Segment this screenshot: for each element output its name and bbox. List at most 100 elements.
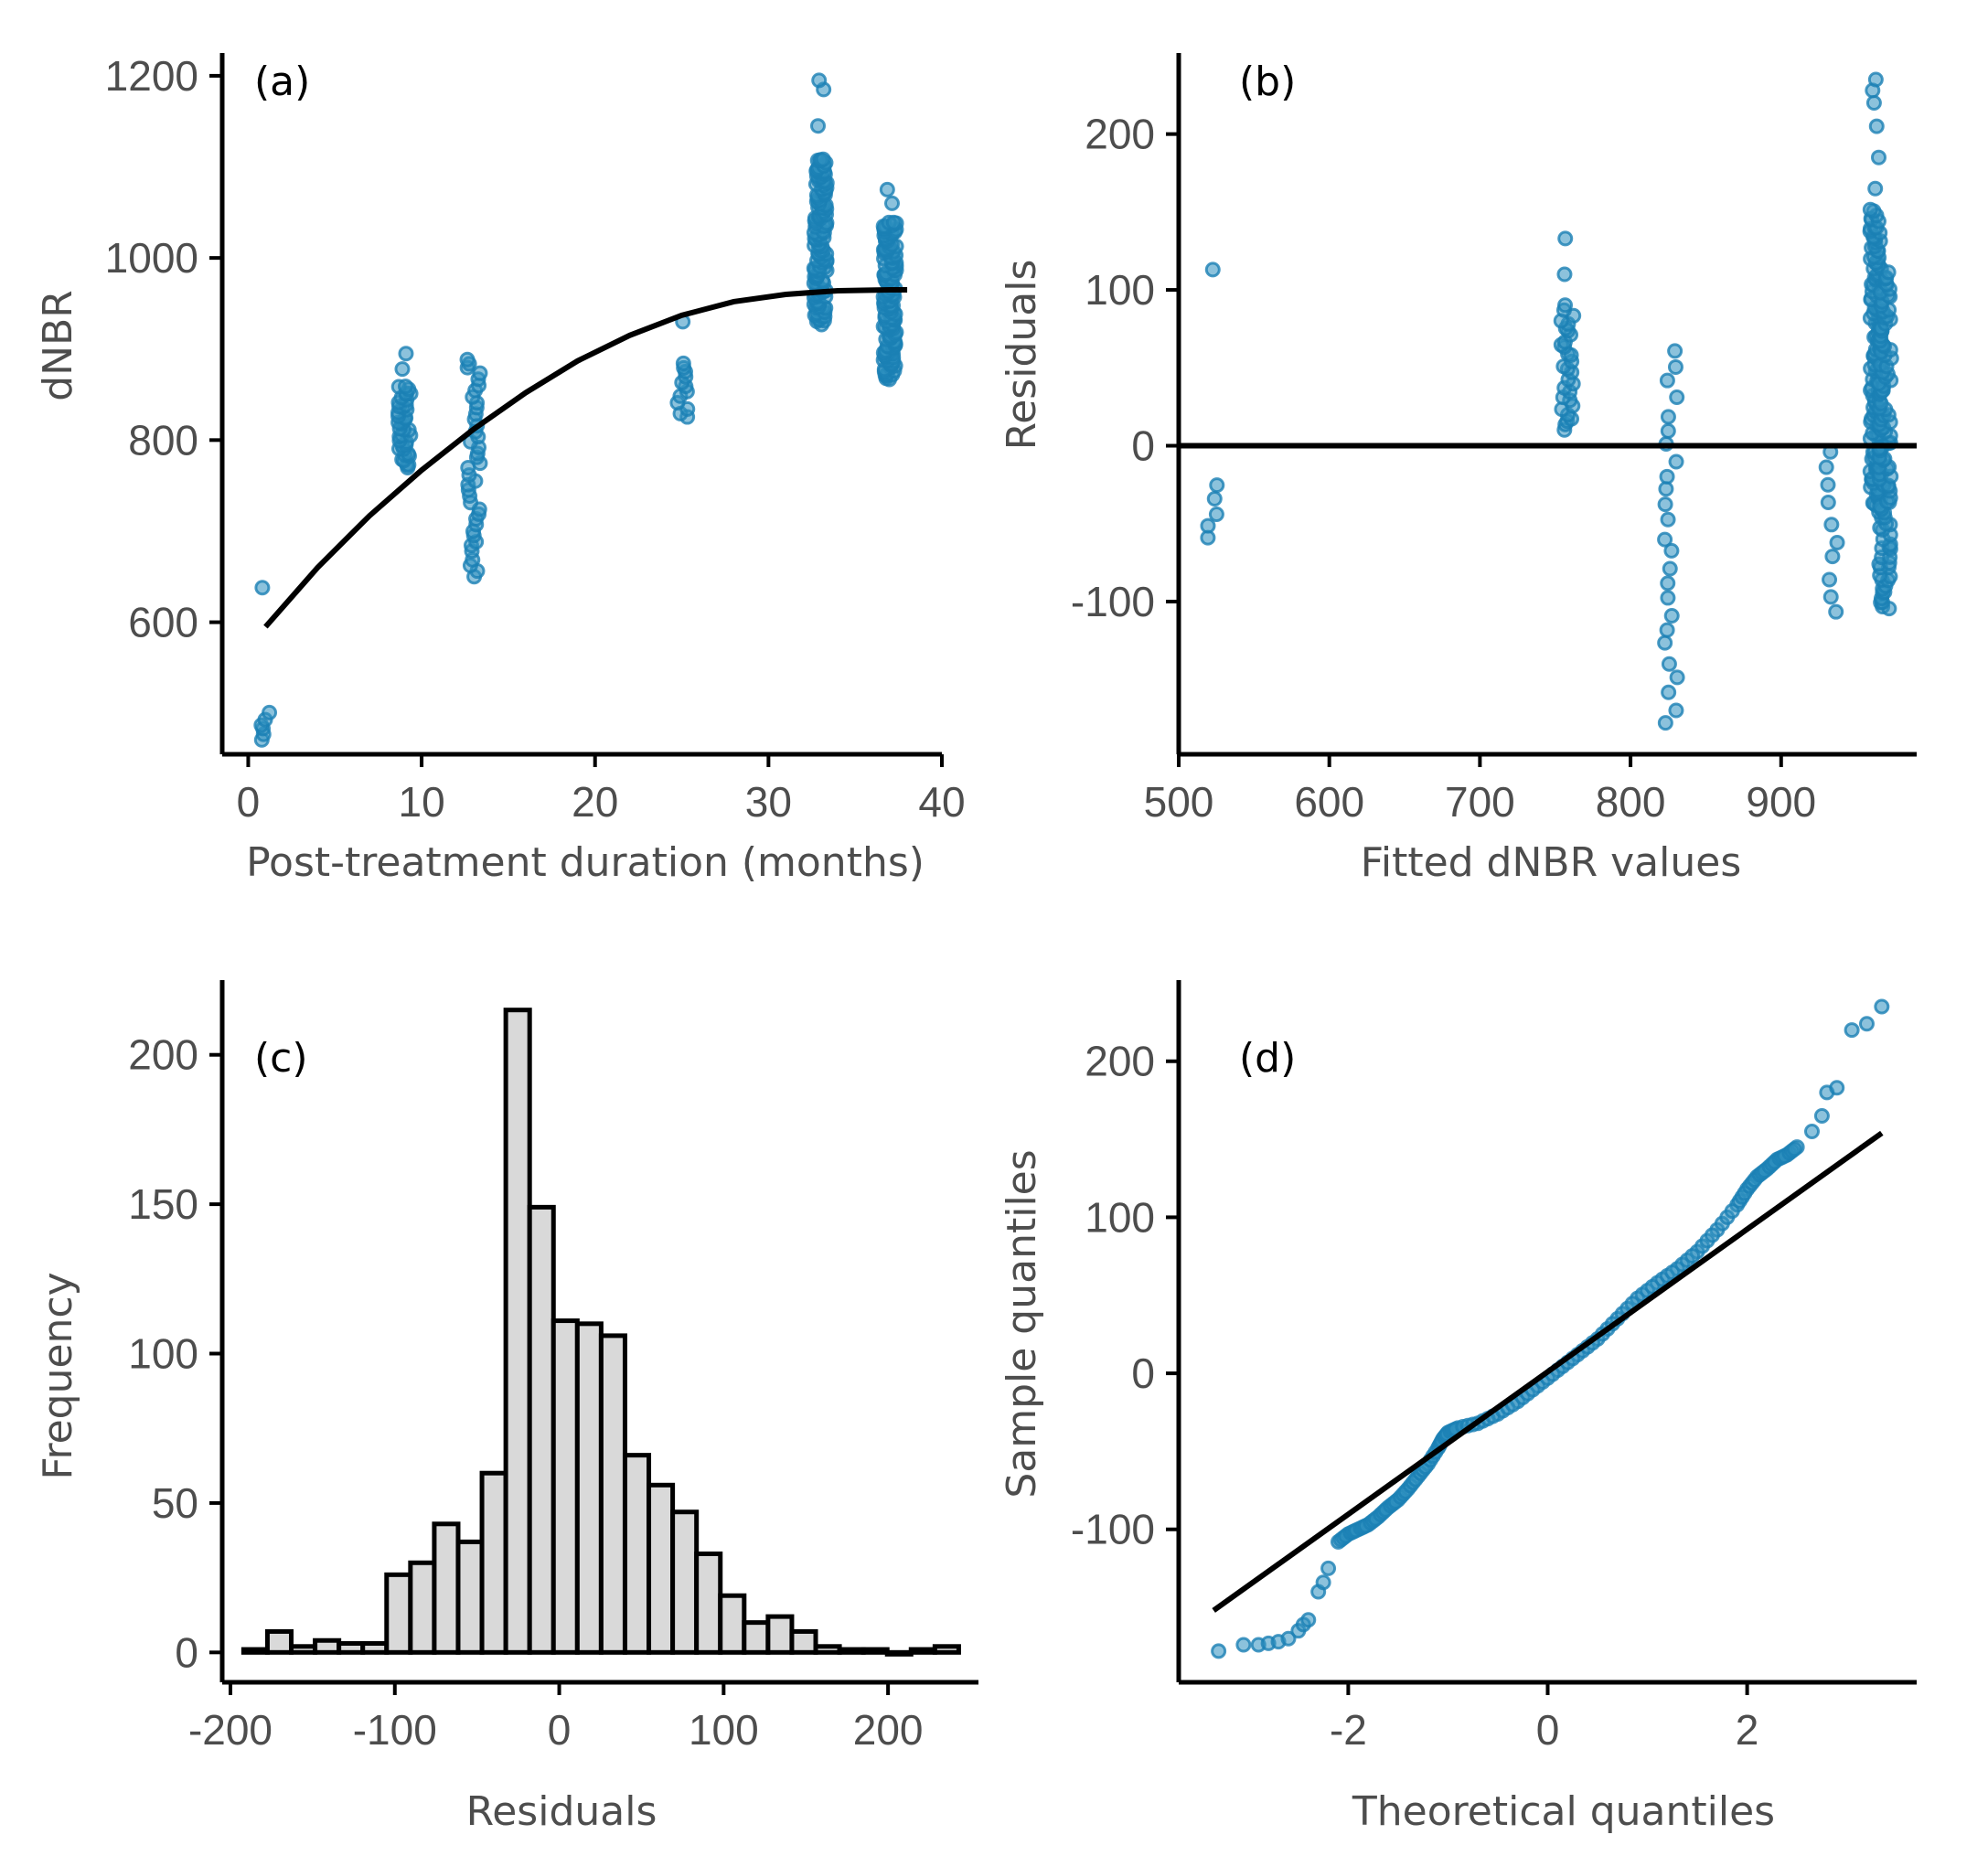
panel-b-x-tick-label: 700 [1445, 778, 1515, 826]
panel-b-data-point [1669, 389, 1685, 406]
panel-c-histogram-bar [765, 1614, 795, 1655]
panel-c-histogram-bar [313, 1637, 342, 1655]
panel-b-x-tick-label: 800 [1596, 778, 1666, 826]
panel-d-qq-point [1320, 1560, 1337, 1576]
panel-b-data-point [1657, 531, 1673, 548]
panel-b-data-point [1667, 358, 1683, 375]
panel-b-data-point [1824, 549, 1841, 565]
panel-d-y-tick-label: -100 [1071, 1506, 1155, 1553]
panel-c-histogram-bar [908, 1647, 937, 1655]
panel-c-histogram-bar [337, 1641, 366, 1655]
panel-d-label: (d) [1239, 1035, 1296, 1082]
panel-d-qq-point [1724, 1203, 1740, 1220]
panel-c-histogram-bar [694, 1551, 723, 1655]
panel-b-data-point [1867, 180, 1884, 197]
panel-d-ylabel: Sample quantiles [999, 1149, 1045, 1498]
panel-d-x-tick-label: -2 [1330, 1706, 1367, 1754]
panel-b-data-point [1663, 542, 1680, 559]
panel-c-y-tick-label: 200 [128, 1031, 198, 1079]
panel-a-data-point [885, 214, 902, 230]
panel-b-data-point [1200, 517, 1216, 534]
panel-c-histogram-bar [384, 1572, 413, 1655]
panel-a-ylabel: dNBR [35, 290, 81, 401]
panel-d-qq-point [1874, 998, 1890, 1015]
panel-a-data-point [815, 151, 831, 167]
panel-c-histogram-bar [598, 1333, 627, 1655]
panel-c-x-tick-label: -200 [188, 1706, 273, 1754]
panel-c-histogram-bar [360, 1641, 390, 1655]
panel-d-xlabel: Theoretical quantiles [1352, 1788, 1775, 1835]
panel-a-x-tick-label: 20 [572, 778, 618, 826]
panel-a-data-point [810, 118, 827, 134]
panel-b-data-point [1658, 481, 1674, 497]
panel-c-y-tick-label: 150 [128, 1180, 198, 1228]
panel-c-y-tick-label: 50 [152, 1479, 198, 1527]
panel-b-data-point [1659, 468, 1675, 485]
panel-a-data-point [398, 346, 414, 362]
panel-a-data-point [262, 704, 278, 720]
panel-c: (c) Residuals Frequency -200 -100 0 100 200 0… [35, 980, 978, 1835]
panel-c-histogram-bar [408, 1560, 437, 1655]
panel-b-data-point [1661, 684, 1677, 700]
panel-a-data-point [884, 195, 901, 211]
panel-c-histogram-bar [789, 1628, 818, 1655]
panel-b-data-point [1557, 230, 1574, 247]
panel-c-histogram-bar [670, 1509, 700, 1655]
panel-b-data-point [1865, 95, 1882, 112]
panel-d: (d) Theoretical quantiles Sample quantil… [999, 980, 1917, 1835]
panel-a-data-point [254, 580, 271, 596]
panel-b-x-tick-label: 500 [1144, 778, 1214, 826]
panel-a-xlabel: Post-treatment duration (months) [246, 839, 925, 886]
panel-d-qq-point [1235, 1637, 1252, 1653]
panel-b-data-point [1557, 297, 1574, 314]
panel-b-data-point [1829, 534, 1845, 550]
panel-b-data-point [1880, 264, 1897, 281]
panel-b-data-point [1823, 517, 1840, 533]
panel-c-histogram-bar [527, 1204, 556, 1655]
panel-d-qq-point [1813, 1107, 1830, 1124]
panel-d-qq-point [1315, 1574, 1331, 1591]
panel-c-histogram-bar [742, 1620, 771, 1655]
panel-a-fit-curve [263, 286, 908, 629]
panel-a-x-tick-label: 40 [918, 778, 965, 826]
panel-b-data-point [1663, 607, 1680, 624]
panel-b-label: (b) [1239, 59, 1296, 105]
panel-b-data-point [1668, 702, 1684, 719]
panel-c-histogram-bar [647, 1482, 676, 1655]
panel-b-data-point [1660, 422, 1676, 439]
panel-c-histogram-bar [264, 1628, 294, 1655]
panel-c-histogram-bar [289, 1644, 318, 1655]
panel-a-data-point [459, 351, 476, 368]
panel-b-data-point [1667, 343, 1683, 359]
panel-a-data-point [394, 361, 411, 378]
panel-c-histogram-bar [574, 1321, 604, 1655]
panel-b-data-point [1659, 372, 1675, 389]
panel-d-qq-point [1786, 1141, 1802, 1157]
panel-c-histogram-bar [884, 1649, 914, 1657]
panel-a-data-point [675, 355, 691, 371]
panel-b-data-point [1862, 201, 1878, 218]
panel-b-data-point [1818, 459, 1834, 475]
panel-d-reference-line [1212, 1130, 1884, 1613]
panel-c-histogram-bar [479, 1470, 508, 1655]
panel-b-data-point [1668, 453, 1684, 470]
panel-d-qq-point [1280, 1630, 1297, 1647]
panel-b-data-point [1661, 656, 1677, 672]
panel-a-x-tick-label: 0 [237, 778, 261, 826]
panel-a-y-tick-label: 800 [128, 416, 198, 464]
panel-b: (b) Fitted dNBR values Residuals 500 600 7… [999, 53, 1917, 886]
panel-b-data-point [1556, 266, 1573, 283]
panel-c-histogram-bar [550, 1318, 580, 1655]
panel-c-x-tick-label: -100 [353, 1706, 437, 1754]
panel-c-histogram-bar [240, 1647, 270, 1655]
panel-c-histogram-bar [622, 1453, 652, 1655]
panel-c-histogram-bar [932, 1644, 961, 1655]
panel-d-y-tick-label: 0 [1131, 1349, 1155, 1397]
panel-b-data-point [1820, 495, 1836, 511]
panel-c-xlabel: Residuals [466, 1788, 657, 1835]
panel-b-ylabel: Residuals [999, 260, 1045, 451]
panel-d-qq-point [1704, 1227, 1720, 1243]
panel-c-histogram-bar [455, 1539, 485, 1655]
panel-b-data-point [1660, 575, 1676, 592]
